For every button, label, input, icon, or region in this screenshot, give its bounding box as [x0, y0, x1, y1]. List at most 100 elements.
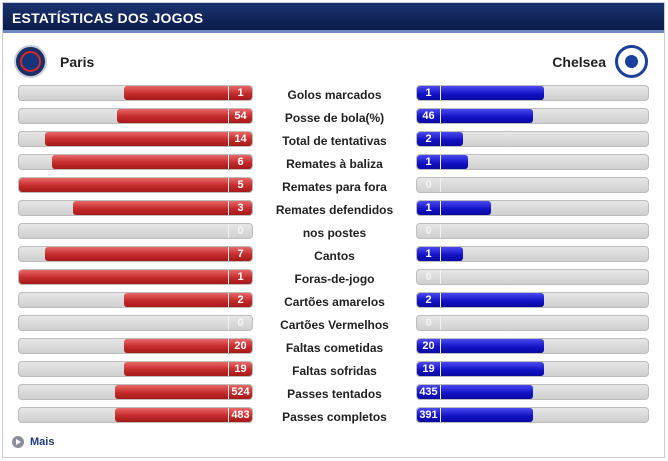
arrow-right-circle-icon: [12, 436, 24, 448]
home-bar-fill: [72, 201, 252, 215]
away-value: 19: [417, 362, 441, 376]
away-value: 391: [417, 408, 441, 422]
home-value: 1: [228, 86, 252, 100]
stat-label: Cantos: [314, 249, 355, 263]
away-bar-fill: [417, 339, 545, 353]
away-value: 0: [417, 316, 441, 330]
home-bar-fill: [44, 247, 252, 261]
stat-label: Posse de bola(%): [284, 111, 385, 125]
stat-row: 54 Posse de bola(%) 46: [3, 106, 664, 129]
home-bar-fill: [44, 132, 252, 146]
home-bar-fill: [116, 109, 252, 123]
stat-row: 5 Remates para fora 0: [3, 175, 664, 198]
away-bar-fill: [417, 201, 491, 215]
stat-label: Remates defendidos: [275, 203, 394, 217]
psg-crest-icon: [14, 45, 47, 78]
home-bar-track: 483: [18, 407, 253, 423]
away-bar-track: 0: [416, 177, 649, 193]
stat-row: 1 Foras-de-jogo 0: [3, 267, 664, 290]
away-value: 1: [417, 155, 441, 169]
away-bar-fill: [417, 385, 533, 399]
home-bar-track: 5: [18, 177, 253, 193]
home-bar-fill: [123, 293, 252, 307]
away-bar-track: 391: [416, 407, 649, 423]
away-value: 2: [417, 293, 441, 307]
away-bar-track: 435: [416, 384, 649, 400]
home-value: 1: [228, 270, 252, 284]
away-bar-track: 46: [416, 108, 649, 124]
away-value: 1: [417, 86, 441, 100]
away-bar-track: 2: [416, 131, 649, 147]
away-value: 2: [417, 132, 441, 146]
away-bar-track: 19: [416, 361, 649, 377]
home-bar-track: 0: [18, 223, 253, 239]
stat-label: Passes completos: [282, 410, 387, 424]
away-bar-track: 0: [416, 269, 649, 285]
stat-row: 524 Passes tentados 435: [3, 382, 664, 405]
away-value: 0: [417, 178, 441, 192]
stat-row: 3 Remates defendidos 1: [3, 198, 664, 221]
away-bar-track: 2: [416, 292, 649, 308]
stat-row: 19 Faltas sofridas 19: [3, 359, 664, 382]
more-link[interactable]: Mais: [12, 434, 54, 450]
stat-row: 1 Golos marcados 1: [3, 83, 664, 106]
stat-label: Faltas sofridas: [292, 364, 377, 378]
more-link-label: Mais: [30, 436, 55, 448]
away-value: 46: [417, 109, 441, 123]
stat-label: Cartões Vermelhos: [280, 318, 389, 332]
away-bar-fill: [417, 408, 533, 422]
home-team-name: Paris: [60, 54, 95, 70]
stat-label: Total de tentativas: [282, 134, 387, 148]
stat-label: Faltas cometidas: [285, 341, 384, 355]
home-bar-fill: [19, 270, 252, 284]
away-bar-track: 1: [416, 200, 649, 216]
stats-list: 1 Golos marcados 1 54 Posse de bola(%) 4…: [3, 83, 664, 428]
home-value: 6: [228, 155, 252, 169]
home-value: 14: [228, 132, 252, 146]
away-bar-track: 1: [416, 246, 649, 262]
stat-row: 6 Remates à baliza 1: [3, 152, 664, 175]
stat-row: 0 Cartões Vermelhos 0: [3, 313, 664, 336]
home-bar-track: 7: [18, 246, 253, 262]
home-bar-fill: [123, 339, 252, 353]
stat-label: Remates para fora: [282, 180, 387, 194]
home-bar-fill: [114, 408, 252, 422]
home-value: 54: [228, 109, 252, 123]
home-value: 524: [228, 385, 252, 399]
away-value: 20: [417, 339, 441, 353]
stat-label: nos postes: [302, 226, 367, 240]
stat-row: 7 Cantos 1: [3, 244, 664, 267]
teams-row: Paris Chelsea: [3, 45, 664, 81]
home-value: 19: [228, 362, 252, 376]
stat-row: 2 Cartões amarelos 2: [3, 290, 664, 313]
home-bar-track: 0: [18, 315, 253, 331]
stat-row: 14 Total de tentativas 2: [3, 129, 664, 152]
home-bar-track: 1: [18, 85, 253, 101]
widget-title: ESTATÍSTICAS DOS JOGOS: [3, 3, 664, 33]
home-bar-fill: [123, 86, 252, 100]
stat-label: Cartões amarelos: [284, 295, 385, 309]
home-value: 7: [228, 247, 252, 261]
away-value: 1: [417, 247, 441, 261]
away-bar-fill: [417, 86, 545, 100]
away-bar-track: 0: [416, 223, 649, 239]
away-bar-track: 1: [416, 85, 649, 101]
away-bar-fill: [417, 362, 545, 376]
home-bar-track: 20: [18, 338, 253, 354]
away-value: 1: [417, 201, 441, 215]
away-bar-fill: [417, 155, 468, 169]
away-value: 435: [417, 385, 441, 399]
home-bar-track: 19: [18, 361, 253, 377]
stat-row: 20 Faltas cometidas 20: [3, 336, 664, 359]
home-bar-track: 1: [18, 269, 253, 285]
away-bar-track: 1: [416, 154, 649, 170]
away-bar-fill: [417, 109, 533, 123]
home-value: 20: [228, 339, 252, 353]
home-value: 0: [228, 316, 252, 330]
away-value: 0: [417, 224, 441, 238]
home-bar-track: 2: [18, 292, 253, 308]
stat-row: 483 Passes completos 391: [3, 405, 664, 428]
home-value: 0: [228, 224, 252, 238]
home-bar-track: 6: [18, 154, 253, 170]
chelsea-crest-icon: [615, 45, 648, 78]
